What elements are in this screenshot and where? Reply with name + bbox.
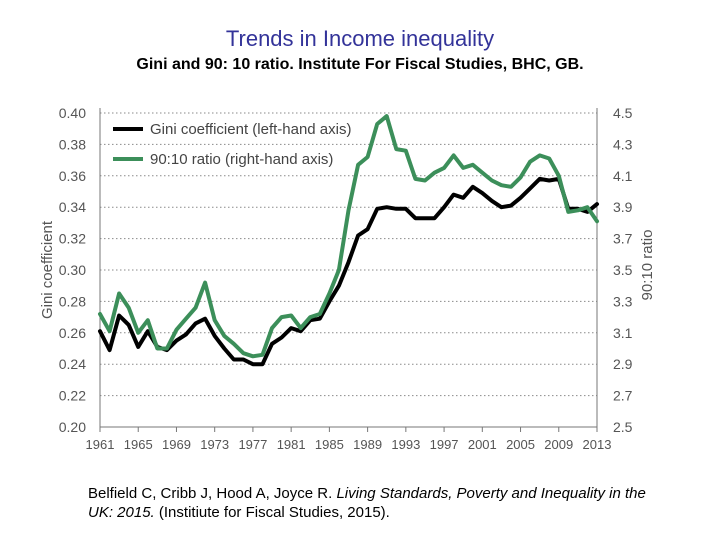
y-tick-label: 0.30 xyxy=(59,262,86,278)
series-lines xyxy=(98,114,599,367)
y2-tick-label: 4.3 xyxy=(613,136,633,152)
y2-tick-label: 3.3 xyxy=(613,293,633,309)
y2-tick-label: 2.5 xyxy=(613,419,633,435)
y-tick-label: 0.32 xyxy=(59,231,86,247)
legend: Gini coefficient (left-hand axis) 90:10 r… xyxy=(113,121,351,168)
x-tick-label: 2009 xyxy=(544,437,573,452)
x-tick-label: 2013 xyxy=(583,437,612,452)
y-tick-label: 0.34 xyxy=(59,199,86,215)
tick-labels: 0.20 0.22 0.24 0.26 0.28 0.30 0.32 0.34 0.36 0.38… xyxy=(59,105,633,452)
y-tick-label: 0.26 xyxy=(59,325,86,341)
x-tick-label: 1997 xyxy=(430,437,459,452)
y-tick-label: 0.20 xyxy=(59,419,86,435)
x-tick-label: 1993 xyxy=(391,437,420,452)
x-tick-label: 1965 xyxy=(124,437,153,452)
legend-label: 90:10 ratio (right-hand axis) xyxy=(150,151,333,168)
y-tick-label: 0.24 xyxy=(59,356,86,372)
x-tick-label: 1969 xyxy=(162,437,191,452)
x-tick-label: 1981 xyxy=(277,437,306,452)
axes xyxy=(99,108,598,432)
y-axis-label-gini: Gini coefficient xyxy=(39,220,56,319)
slide-subtitle: Gini and 90: 10 ratio. Institute For Fis… xyxy=(136,56,584,73)
income-inequality-chart: 0.20 0.22 0.24 0.26 0.28 0.30 0.32 0.34 0.36 0.38… xyxy=(39,105,656,452)
y2-tick-label: 3.1 xyxy=(613,325,633,341)
y2-tick-label: 3.5 xyxy=(613,262,633,278)
y2-tick-label: 2.9 xyxy=(613,356,633,372)
y2-tick-label: 4.5 xyxy=(613,105,633,121)
y2-tick-label: 3.7 xyxy=(613,231,633,247)
x-tick-label: 1973 xyxy=(200,437,229,452)
x-tick-label: 1985 xyxy=(315,437,344,452)
citation-authors: Belfield C, Cribb J, Hood A, Joyce R. xyxy=(88,485,333,502)
x-tick-label: 1961 xyxy=(86,437,115,452)
x-tick-label: 2001 xyxy=(468,437,497,452)
slide-title: Trends in Income inequality xyxy=(225,26,495,51)
x-tick-label: 1989 xyxy=(353,437,382,452)
y-tick-label: 0.40 xyxy=(59,105,86,121)
citation: Belfield C, Cribb J, Hood A, Joyce R. Li… xyxy=(88,484,648,522)
legend-label: Gini coefficient (left-hand axis) xyxy=(150,121,351,138)
x-tick-label: 2005 xyxy=(506,437,535,452)
y-tick-label: 0.38 xyxy=(59,136,86,152)
y-tick-label: 0.36 xyxy=(59,168,86,184)
y2-tick-label: 3.9 xyxy=(613,199,633,215)
y-tick-label: 0.28 xyxy=(59,293,86,309)
citation-publisher: (Institiute for Fiscal Studies, 2015). xyxy=(158,504,390,521)
series-line-ratio xyxy=(98,114,599,359)
series-line-gini xyxy=(98,176,599,367)
y2-tick-label: 4.1 xyxy=(613,168,633,184)
x-tick-label: 1977 xyxy=(238,437,267,452)
y2-axis-label-ratio: 90:10 ratio xyxy=(639,230,656,301)
citation-work: Living Standards, Poverty and Inequality… xyxy=(88,485,646,521)
y-tick-label: 0.22 xyxy=(59,388,86,404)
y2-tick-label: 2.7 xyxy=(613,388,633,404)
